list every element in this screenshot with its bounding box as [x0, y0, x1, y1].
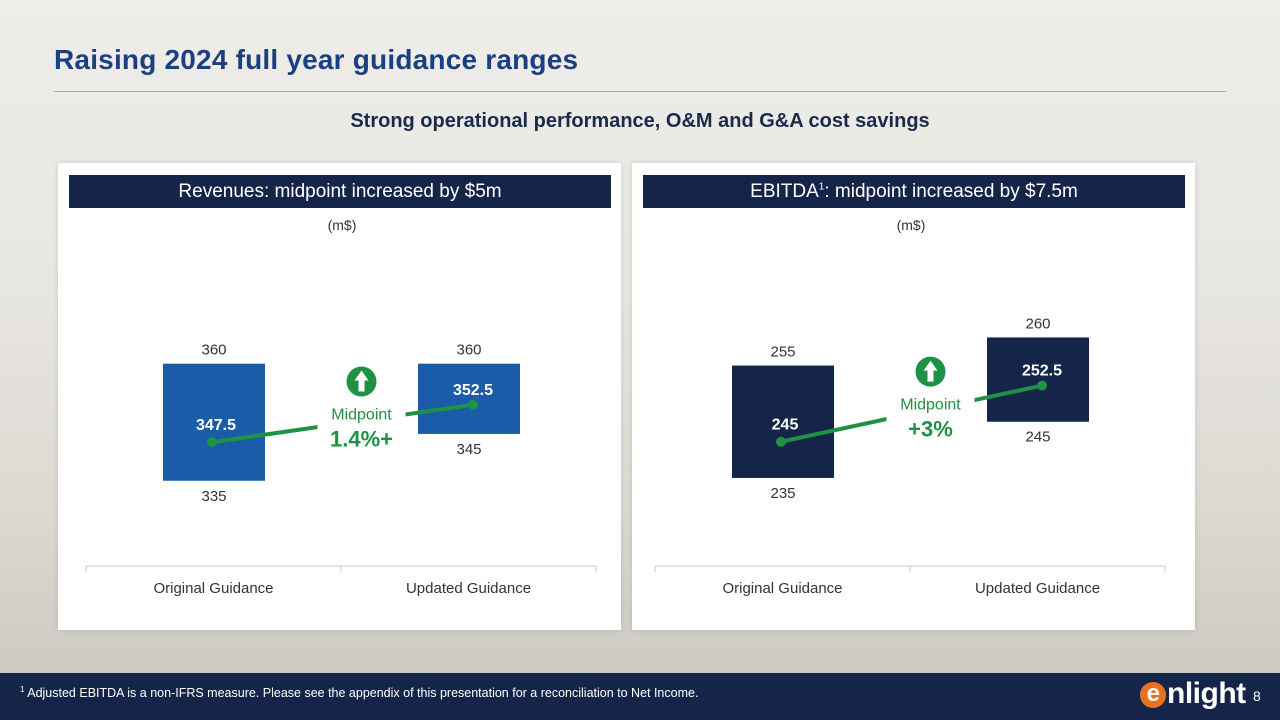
unit-label: (m$): [897, 217, 926, 233]
category-label: Updated Guidance: [975, 580, 1100, 597]
low-value-label: 235: [770, 485, 795, 502]
revenue-chart: (m$) 360 335 360 345 347.5 352.5 Midpoint 1.4%+ O…: [85, 217, 597, 597]
midpoint-change-label: +3%: [908, 417, 953, 442]
midpoint-annotation-label: Midpoint: [331, 407, 392, 424]
midpoint-dot: [776, 436, 786, 447]
midpoint-value-label: 347.5: [196, 417, 236, 434]
high-value-label: 260: [1025, 315, 1050, 332]
up-arrow-glyph: [354, 370, 369, 392]
page-title: Raising 2024 full year guidance ranges: [54, 44, 579, 75]
midpoint-value-label: 252.5: [1022, 363, 1062, 380]
midpoint-change-label: 1.4%+: [330, 427, 393, 452]
guidance-bar: [163, 363, 265, 481]
midpoint-dot: [207, 437, 217, 448]
ebitda-header-footnote-mark: 1: [818, 181, 825, 193]
logo-wordmark: nlight: [1167, 677, 1246, 710]
guidance-bar: [418, 363, 520, 434]
ebitda-panel-header: EBITDA1: midpoint increased by $7.5m: [643, 175, 1185, 208]
category-label: Updated Guidance: [406, 580, 531, 597]
unit-label: (m$): [328, 217, 357, 233]
title-divider: [54, 91, 1226, 92]
midpoint-annotation-label: Midpoint: [900, 397, 961, 414]
ebitda-panel: EBITDA1: midpoint increased by $7.5m (m$…: [632, 163, 1195, 630]
page-subtitle: Strong operational performance, O&M and …: [350, 110, 930, 132]
enlight-logo: e nlight: [1140, 677, 1246, 711]
ebitda-header-main: EBITDA: [750, 181, 819, 202]
revenue-panel: Revenues: midpoint increased by $5m (m$)…: [58, 163, 621, 630]
ebitda-chart: (m$) 255 235 260 245 245 252.5 Midpoint +3% Origi…: [654, 217, 1166, 597]
high-value-label: 360: [201, 342, 226, 359]
high-value-label: 360: [456, 342, 481, 359]
high-value-label: 255: [770, 344, 795, 361]
ebitda-header-rest: : midpoint increased by $7.5m: [824, 181, 1078, 202]
low-value-label: 335: [201, 488, 226, 505]
category-label: Original Guidance: [722, 580, 842, 597]
logo-e-mark: e: [1140, 682, 1166, 708]
midpoint-value-label: 352.5: [453, 382, 493, 399]
guidance-bar: [987, 337, 1089, 422]
midpoint-dot: [468, 399, 478, 410]
footnote: 1 Adjusted EBITDA is a non-IFRS measure.…: [20, 685, 698, 700]
midpoint-value-label: 245: [772, 417, 799, 434]
footnote-text: Adjusted EBITDA is a non-IFRS measure. P…: [24, 686, 699, 701]
up-arrow-glyph: [923, 360, 938, 382]
low-value-label: 245: [1025, 429, 1050, 446]
low-value-label: 345: [456, 441, 481, 458]
footer-bar: 1 Adjusted EBITDA is a non-IFRS measure.…: [0, 673, 1280, 720]
midpoint-dot: [1037, 380, 1047, 391]
page-number: 8: [1253, 688, 1261, 704]
footnote-mark: 1: [20, 685, 25, 694]
guidance-bar: [732, 365, 834, 478]
category-label: Original Guidance: [153, 580, 273, 597]
revenue-panel-header: Revenues: midpoint increased by $5m: [69, 175, 611, 208]
